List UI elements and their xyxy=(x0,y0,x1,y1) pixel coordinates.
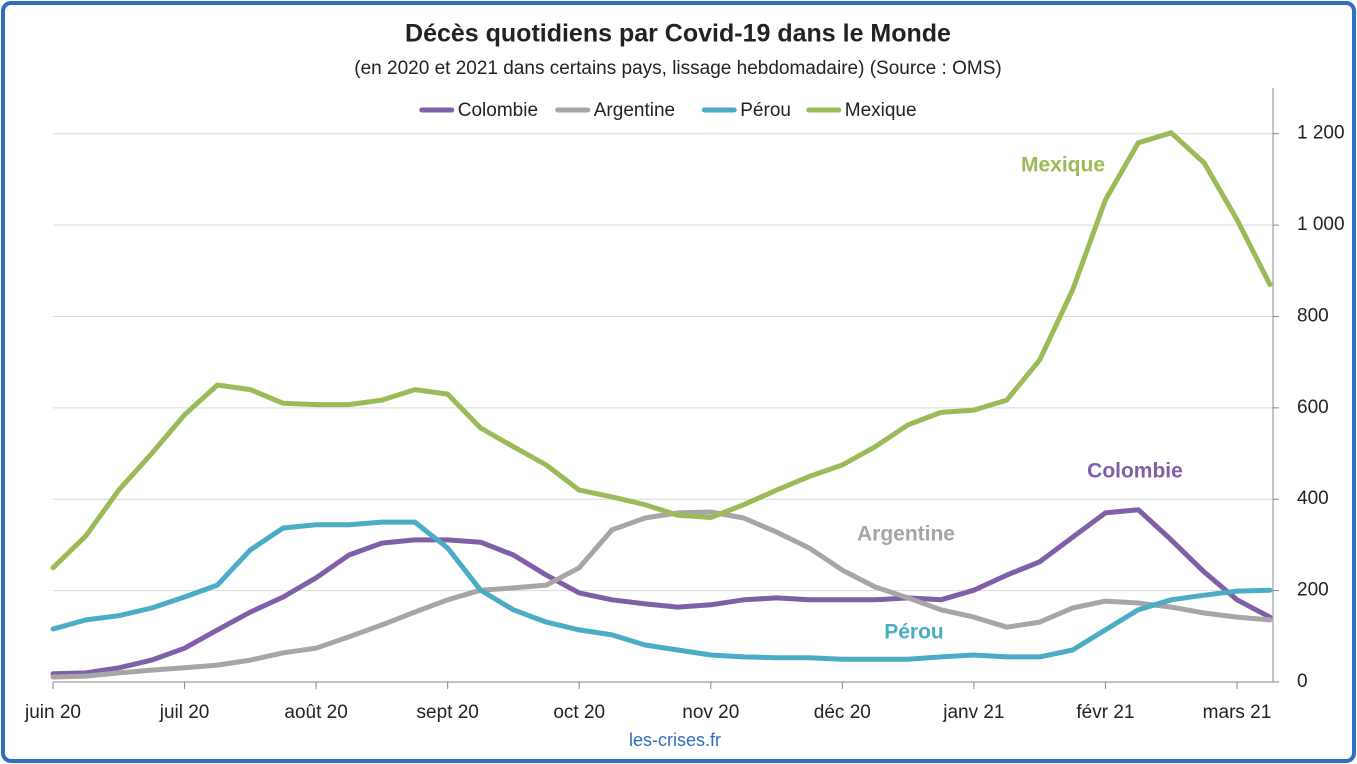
x-tick-label: juin 20 xyxy=(24,702,81,723)
legend-label: Colombie xyxy=(458,100,538,121)
x-tick-label: nov 20 xyxy=(682,702,739,723)
legend-label: Argentine xyxy=(594,100,675,121)
x-tick-label: mars 21 xyxy=(1203,702,1272,723)
chart-subtitle: (en 2020 et 2021 dans certains pays, lis… xyxy=(354,58,1001,79)
x-tick-label: juil 20 xyxy=(159,702,210,723)
annotation: Mexique xyxy=(1021,154,1105,177)
y-tick-label: 0 xyxy=(1297,671,1308,692)
x-tick-label: août 20 xyxy=(284,702,347,723)
annotation: Argentine xyxy=(857,523,955,546)
annotation: Colombie xyxy=(1087,460,1183,483)
x-tick-label: déc 20 xyxy=(814,702,871,723)
y-tick-label: 400 xyxy=(1297,488,1329,509)
annotation: Pérou xyxy=(884,621,944,644)
x-tick-label: févr 21 xyxy=(1076,702,1134,723)
x-tick-label: sept 20 xyxy=(417,702,479,723)
y-tick-label: 800 xyxy=(1297,305,1329,326)
chart-title: Décès quotidiens par Covid-19 dans le Mo… xyxy=(405,20,951,48)
x-tick-label: oct 20 xyxy=(553,702,605,723)
legend-label: Mexique xyxy=(845,100,917,121)
line-series xyxy=(50,130,1273,571)
line-series xyxy=(50,519,1273,662)
y-tick-label: 600 xyxy=(1297,397,1329,418)
y-tick-label: 1 200 xyxy=(1297,123,1345,144)
line-series xyxy=(50,509,1273,680)
source: les-crises.fr xyxy=(629,730,721,750)
y-tick-label: 1 000 xyxy=(1297,214,1345,235)
y-tick-label: 200 xyxy=(1297,580,1329,601)
legend-label: Pérou xyxy=(740,100,791,121)
x-tick-label: janv 21 xyxy=(942,702,1004,723)
line-series xyxy=(50,507,1273,677)
